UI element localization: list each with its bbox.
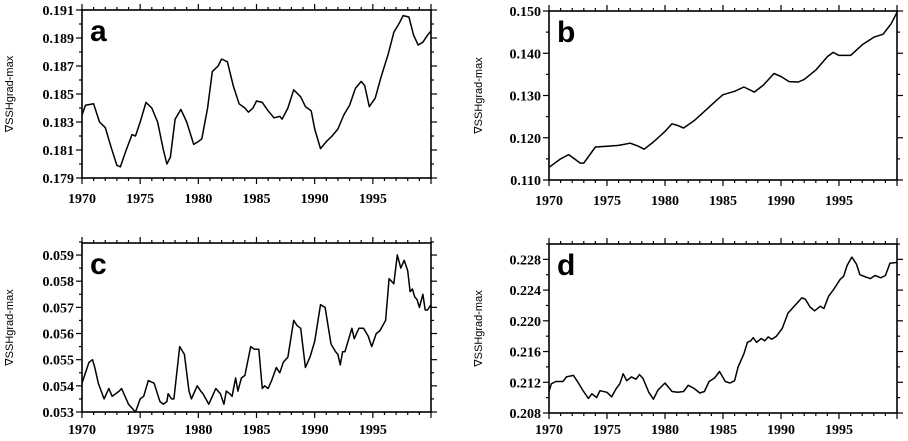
y-tick-label: 0.057 bbox=[43, 301, 75, 316]
panel-c: 1970 1975 1980 1985 1990 1995 0.053 0.054 0.055 0… bbox=[4, 237, 437, 438]
y-axis-label: ∇SSHgrad-max bbox=[4, 289, 16, 367]
x-tick-label: 1980 bbox=[184, 192, 212, 207]
x-tick-label: 1990 bbox=[767, 194, 795, 209]
panel-label: a bbox=[90, 15, 107, 48]
panel-label: d bbox=[557, 249, 575, 282]
x-tick-label: 1985 bbox=[709, 423, 737, 438]
x-tick-label: 1970 bbox=[535, 194, 563, 209]
x-tick-label: 1975 bbox=[593, 423, 621, 438]
y-tick-label: 0.120 bbox=[510, 132, 542, 147]
x-tick-label: 1990 bbox=[767, 423, 795, 438]
series-line-b bbox=[548, 11, 898, 168]
x-tick-label: 1995 bbox=[825, 423, 853, 438]
plot-frame bbox=[81, 9, 432, 179]
x-tick-label: 1985 bbox=[243, 423, 271, 438]
x-tick-label: 1975 bbox=[593, 194, 621, 209]
panel-label: b bbox=[557, 16, 575, 49]
y-tick-label: 0.220 bbox=[510, 315, 542, 330]
y-tick-label: 0.140 bbox=[510, 47, 542, 62]
x-tick-label: 1970 bbox=[68, 423, 96, 438]
plot-frame bbox=[81, 242, 432, 413]
y-tick-label: 0.212 bbox=[510, 376, 542, 391]
panel-label: c bbox=[90, 248, 107, 281]
y-tick-label: 0.181 bbox=[43, 144, 75, 159]
y-tick-label: 0.059 bbox=[43, 249, 75, 264]
x-tick-label: 1980 bbox=[184, 423, 212, 438]
series-line-c bbox=[81, 254, 432, 413]
x-tick-label: 1975 bbox=[126, 192, 154, 207]
y-tick-label: 0.191 bbox=[43, 4, 75, 19]
y-tick-label: 0.055 bbox=[43, 354, 75, 369]
x-tick-label: 1970 bbox=[68, 192, 96, 207]
x-tick-label: 1970 bbox=[535, 423, 563, 438]
plot-frame bbox=[548, 243, 898, 414]
x-tick-label: 1995 bbox=[825, 194, 853, 209]
x-tick-label: 1990 bbox=[301, 423, 329, 438]
series-line-a bbox=[81, 14, 432, 168]
x-tick-label: 1985 bbox=[243, 192, 271, 207]
x-tick-label: 1980 bbox=[651, 194, 679, 209]
y-tick-label: 0.187 bbox=[43, 60, 75, 75]
y-tick-label: 0.228 bbox=[510, 253, 542, 268]
panel-d: 1970 1975 1980 1985 1990 1995 0.208 0.212 0.216 0… bbox=[473, 238, 903, 438]
x-tick-label: 1995 bbox=[359, 423, 387, 438]
y-tick-label: 0.150 bbox=[510, 5, 542, 20]
y-tick-label: 0.053 bbox=[43, 406, 75, 421]
x-tick-label: 1985 bbox=[709, 194, 737, 209]
y-tick-label: 0.110 bbox=[510, 174, 541, 189]
y-tick-label: 0.054 bbox=[43, 380, 75, 395]
y-axis-label: ∇SSHgrad-max bbox=[473, 290, 485, 368]
y-tick-label: 0.224 bbox=[510, 284, 542, 299]
y-tick-label: 0.183 bbox=[43, 116, 75, 131]
series-line-d bbox=[548, 256, 898, 400]
y-tick-label: 0.185 bbox=[43, 88, 75, 103]
y-axis-label: ∇SSHgrad-max bbox=[473, 57, 485, 135]
x-tick-label: 1990 bbox=[301, 192, 329, 207]
panel-b: 1970 1975 1980 1985 1990 1995 0.110 0.120 0.130 0… bbox=[473, 5, 903, 209]
x-tick-label: 1995 bbox=[359, 192, 387, 207]
panel-a: 1970 1975 1980 1985 1990 1995 0.179 0.181 0.183 0… bbox=[4, 4, 437, 207]
y-tick-label: 0.189 bbox=[43, 32, 75, 47]
y-tick-label: 0.179 bbox=[43, 172, 75, 187]
y-axis-label: ∇SSHgrad-max bbox=[4, 55, 16, 133]
y-tick-label: 0.058 bbox=[43, 275, 75, 290]
y-tick-label: 0.056 bbox=[43, 328, 75, 343]
x-tick-label: 1980 bbox=[651, 423, 679, 438]
y-tick-label: 0.208 bbox=[510, 407, 542, 422]
y-tick-label: 0.216 bbox=[510, 346, 542, 361]
x-tick-label: 1975 bbox=[126, 423, 154, 438]
y-tick-label: 0.130 bbox=[510, 90, 542, 105]
